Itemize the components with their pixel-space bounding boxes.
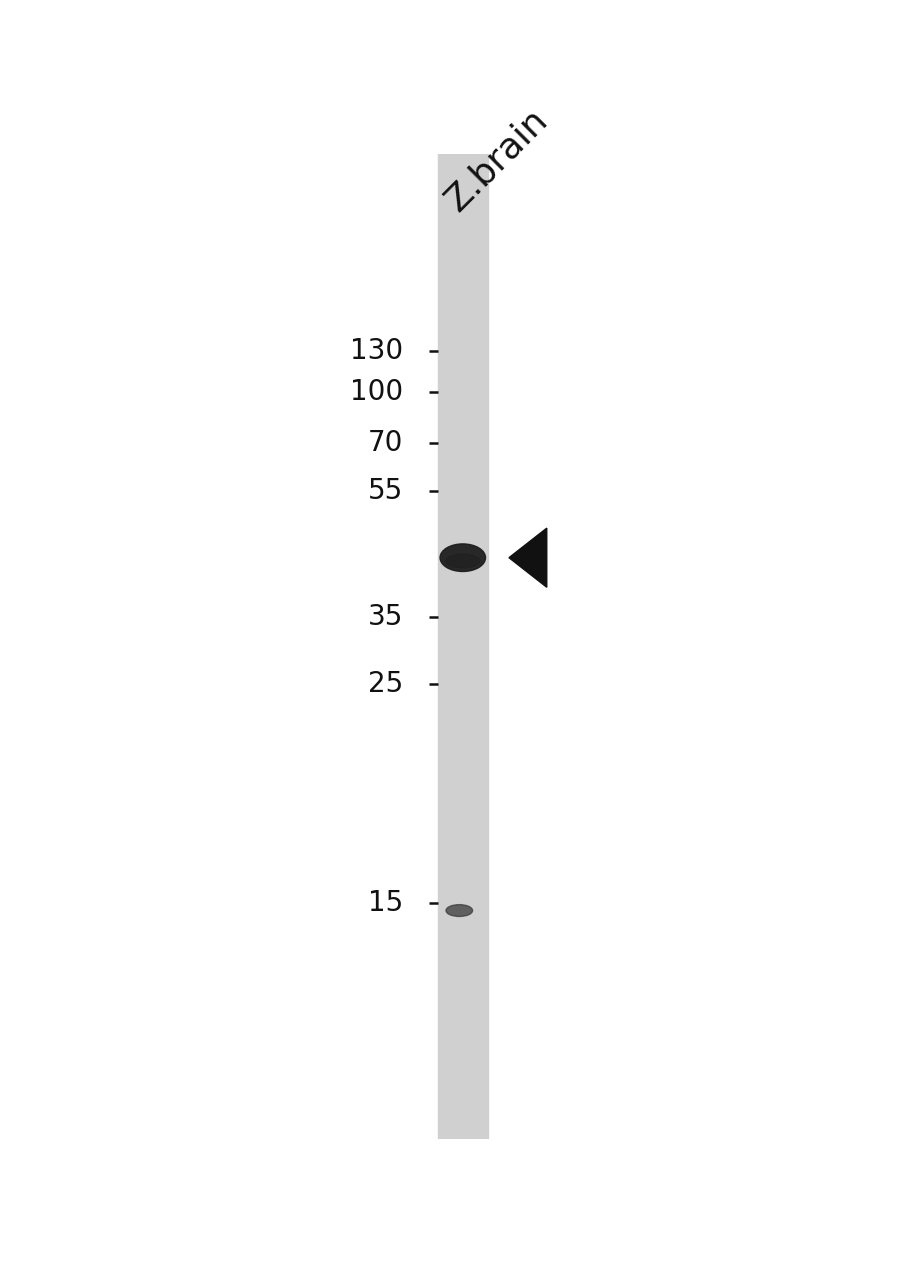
Text: 15: 15: [368, 888, 403, 916]
Ellipse shape: [439, 544, 485, 571]
Ellipse shape: [446, 554, 479, 568]
Text: 70: 70: [367, 429, 403, 457]
Text: 130: 130: [350, 337, 403, 365]
Bar: [437, 154, 487, 1139]
Text: 100: 100: [350, 378, 403, 406]
Text: 35: 35: [367, 603, 403, 631]
Polygon shape: [509, 529, 547, 588]
Text: Z.brain: Z.brain: [438, 102, 553, 218]
Text: 25: 25: [368, 669, 403, 698]
Ellipse shape: [446, 905, 472, 916]
Text: 55: 55: [368, 476, 403, 504]
